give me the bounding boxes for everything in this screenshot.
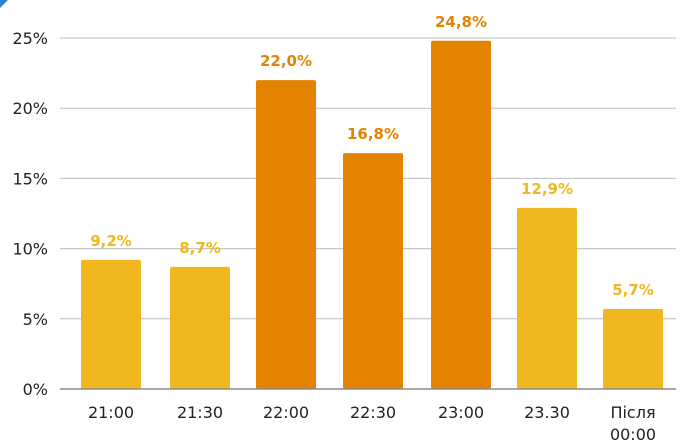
- data-label: 9,2%: [90, 232, 132, 250]
- data-label: 12,9%: [521, 180, 573, 198]
- data-label: 8,7%: [179, 239, 221, 257]
- y-tick-label: 20%: [12, 99, 48, 118]
- data-label: 24,8%: [435, 13, 487, 31]
- bar: [517, 208, 577, 389]
- y-tick-label: 10%: [12, 240, 48, 259]
- data-label: 16,8%: [347, 125, 399, 143]
- y-tick-label: 25%: [12, 29, 48, 48]
- bar: [256, 80, 316, 389]
- x-tick-label: 21:30: [177, 403, 223, 422]
- data-label: 22,0%: [260, 52, 312, 70]
- data-label: 5,7%: [612, 281, 654, 299]
- bar: [81, 260, 141, 389]
- bar: [343, 153, 403, 389]
- corner-mark: [0, 0, 8, 8]
- bar-layer: [81, 41, 663, 389]
- x-tick-label: 21:00: [88, 403, 134, 422]
- x-tick-label: 22:00: [263, 403, 309, 422]
- bar: [431, 41, 491, 389]
- x-tick-label: 22:30: [350, 403, 396, 422]
- y-tick-label: 5%: [23, 310, 48, 329]
- y-tick-label: 15%: [12, 169, 48, 188]
- x-tick-label: Після 00:00: [610, 403, 656, 444]
- bar: [603, 309, 663, 389]
- bar: [170, 267, 230, 389]
- y-tick-label: 0%: [23, 380, 48, 399]
- x-tick-label: 23:00: [438, 403, 484, 422]
- x-tick-label: 23.30: [524, 403, 570, 422]
